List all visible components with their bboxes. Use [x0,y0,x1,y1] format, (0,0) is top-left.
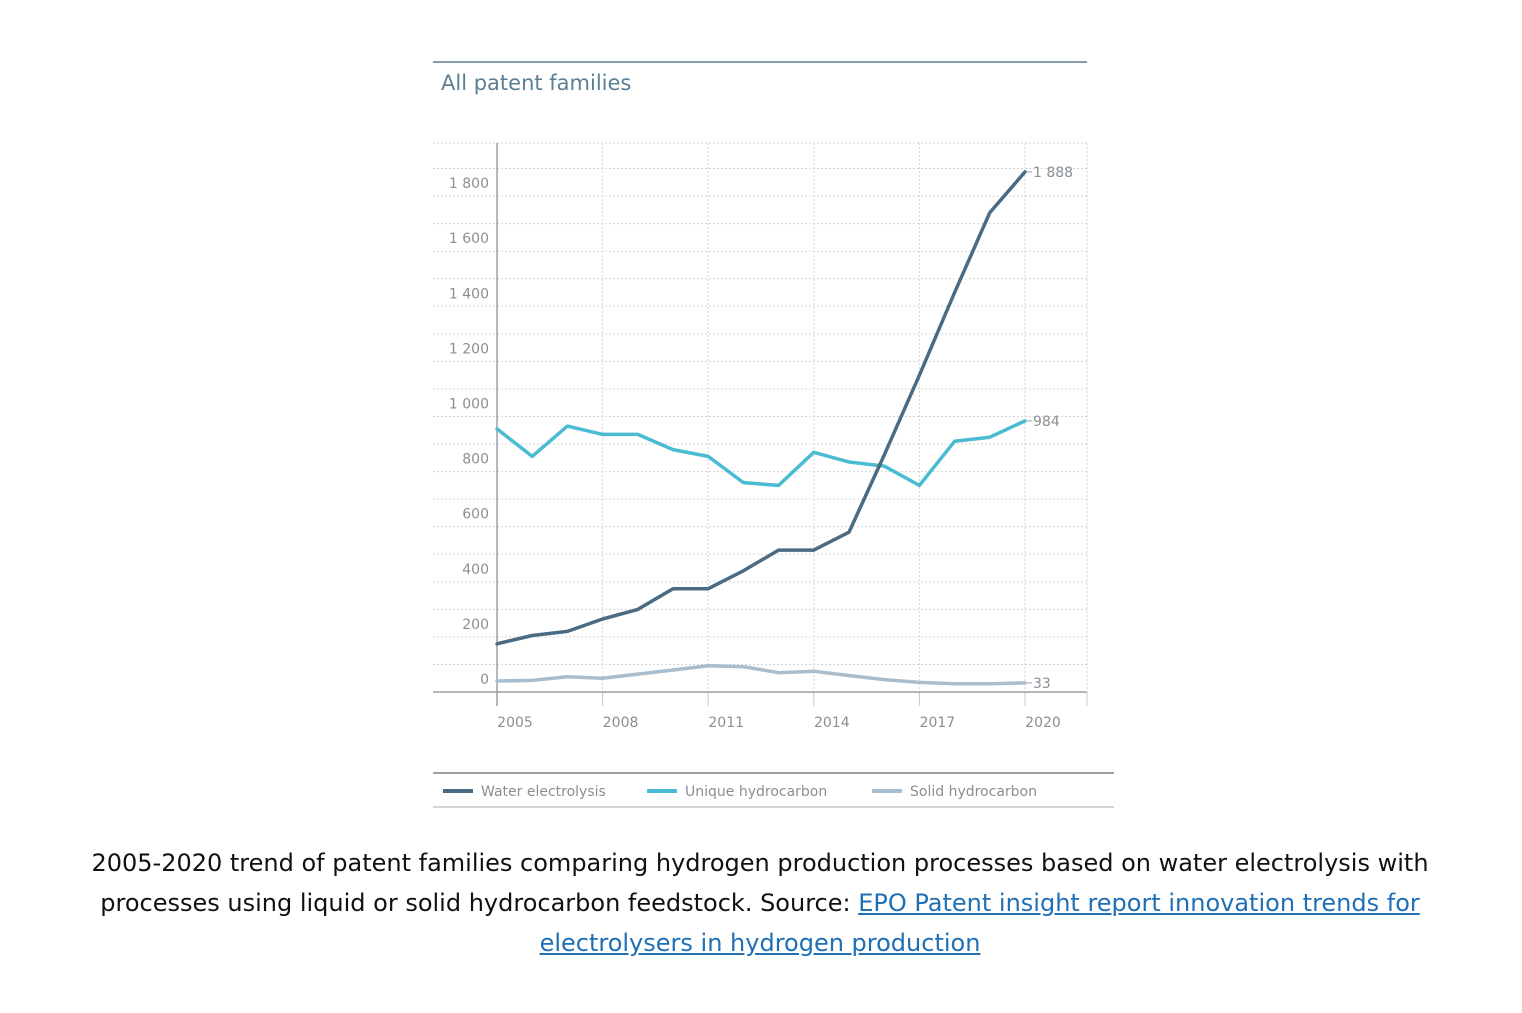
x-axis-tick-labels: 2005 2008 2011 2014 2017 2020 [496,692,1088,731]
x-tick-label: 2014 [814,715,850,731]
legend-item-solid-hydrocarbon: Solid hydrocarbon [872,784,1037,800]
series-lines [495,170,1027,686]
legend: Water electrolysis Unique hydrocarbon Soli… [433,772,1114,808]
y-tick-label: 1 000 [449,397,489,413]
series-line-water-electrolysis [495,170,1027,646]
x-tick-label: 2011 [708,715,744,731]
x-tick-label: 2017 [920,715,956,731]
y-tick-label: 1 200 [449,341,489,357]
figure-caption: 2005-2020 trend of patent families compa… [60,843,1460,963]
y-tick-label: 200 [462,617,489,633]
grid-lines [433,142,1088,693]
series-line-solid-hydrocarbon [495,664,1027,686]
line-chart: All patent families 0 200 400 600 800 1 000 1 … [433,61,1114,808]
x-tick-label: 2020 [1025,715,1061,731]
y-tick-label: 600 [462,507,489,523]
axes [433,143,1087,706]
end-label-solid-hydrocarbon: 33 [1033,676,1051,692]
end-label-unique-hydrocarbon: 984 [1033,414,1060,430]
series-line-unique-hydrocarbon [495,419,1027,488]
y-tick-label: 1 400 [449,286,489,302]
series-end-labels: 1 888 984 33 [1027,165,1073,692]
chart-title: All patent families [441,71,631,95]
y-tick-label: 1 800 [449,176,489,192]
legend-item-unique-hydrocarbon: Unique hydrocarbon [647,784,827,800]
caption-text: 2005-2020 trend of patent families compa… [91,849,1429,917]
legend-label: Water electrolysis [481,784,606,800]
legend-item-water-electrolysis: Water electrolysis [443,784,606,800]
x-tick-label: 2005 [497,715,533,731]
y-tick-label: 1 600 [449,231,489,247]
legend-label: Solid hydrocarbon [910,784,1037,800]
end-label-water-electrolysis: 1 888 [1033,165,1073,181]
y-tick-label: 400 [462,562,489,578]
y-axis-tick-labels: 0 200 400 600 800 1 000 1 200 1 400 1 600 1 800 [449,176,489,688]
x-tick-label: 2008 [603,715,639,731]
y-tick-label: 0 [480,672,489,688]
y-tick-label: 800 [462,452,489,468]
source-link[interactable]: EPO Patent insight report innovation tre… [539,889,1420,957]
legend-label: Unique hydrocarbon [685,784,827,800]
